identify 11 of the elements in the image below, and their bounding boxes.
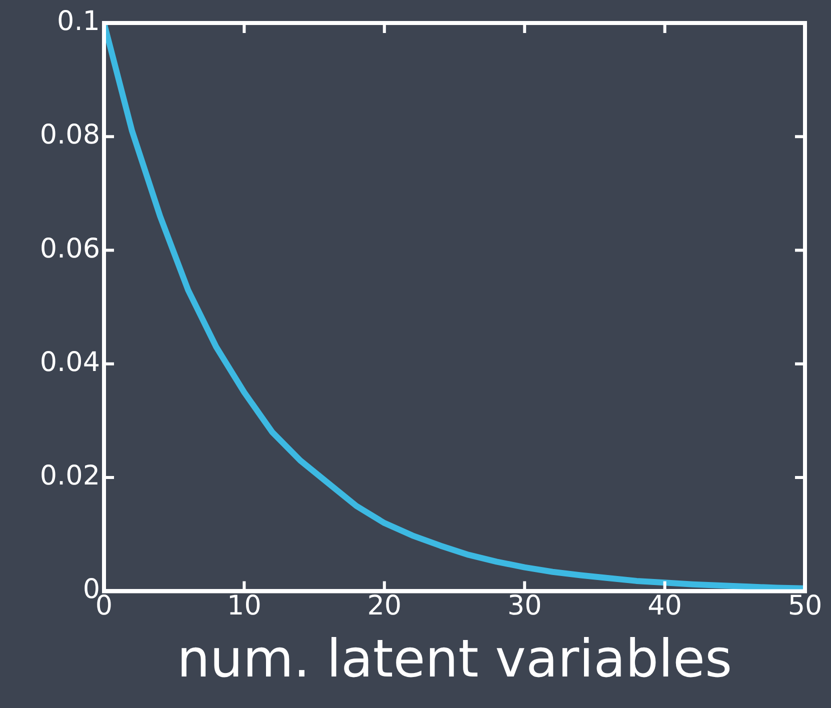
y-tick-label: 0.08 [40,120,100,151]
x-tick-label: 20 [367,590,402,622]
y-tick-label: 0.06 [40,233,100,264]
y-tick-label: 0.02 [40,460,100,492]
y-tick-label: 0.04 [40,346,100,378]
x-tick-label: 50 [788,590,822,622]
x-tick-label: 10 [227,590,262,622]
x-tick-label: 40 [648,590,682,622]
x-axis-title: num. latent variables [176,629,732,690]
x-tick-label: 30 [507,590,542,622]
y-tick-label: 0.1 [57,6,100,38]
